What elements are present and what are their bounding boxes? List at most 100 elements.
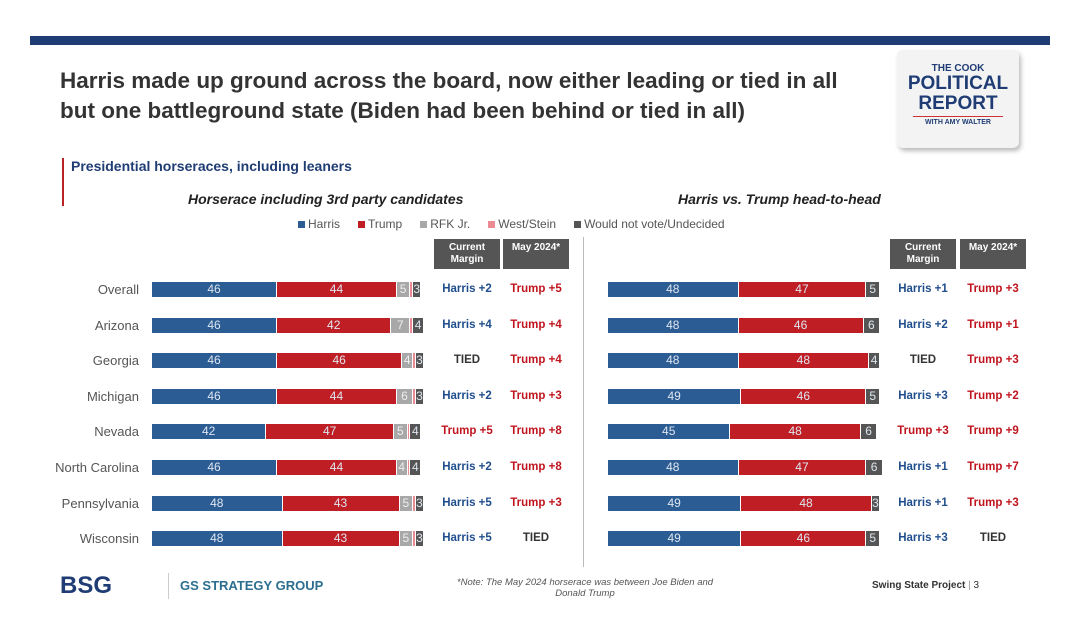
top-bar: [30, 36, 1050, 45]
may-2024-margin: Trump +8: [510, 461, 562, 473]
bar-segment-trump: 46: [741, 531, 867, 546]
may-2024-margin: Trump +9: [967, 425, 1019, 437]
bar-segment-west-stein: [413, 496, 416, 511]
bar-segment-harris: 45: [608, 424, 731, 439]
bar-segment-west-stein: [413, 353, 416, 368]
logo-divider: [913, 116, 1003, 117]
bar-segment-rfk-jr-: 5: [394, 424, 408, 439]
row-label: Wisconsin: [79, 531, 139, 546]
bar-segment-west-stein: [410, 282, 414, 297]
bar-segment-would-not-vote-undecided: 4: [869, 353, 880, 368]
bar-segment-west-stein: [407, 424, 411, 439]
bar-segment-harris: 46: [152, 282, 278, 297]
current-margin: Harris +5: [442, 532, 492, 544]
may-2024-margin: Trump +1: [967, 319, 1019, 331]
bar-segment-harris: 42: [152, 424, 267, 439]
bar-segment-harris: 48: [152, 531, 283, 546]
may-2024-margin: Trump +3: [967, 283, 1019, 295]
bar-segment-would-not-vote-undecided: 6: [860, 424, 878, 439]
divider: [583, 237, 584, 567]
may-2024-margin: Trump +7: [967, 461, 1019, 473]
bar-segment-trump: 46: [277, 353, 403, 368]
bar-segment-west-stein: [410, 318, 414, 333]
current-margin: Harris +4: [442, 319, 492, 331]
bar-segment-trump: 47: [266, 424, 395, 439]
legend-item: Harris: [298, 217, 340, 231]
header-current-margin: Current Margin: [434, 239, 500, 269]
cook-political-report-logo: THE COOK POLITICAL REPORT WITH AMY WALTE…: [897, 50, 1019, 148]
current-margin: Harris +2: [898, 319, 948, 331]
current-margin: Trump +3: [897, 425, 949, 437]
current-margin: Harris +2: [442, 390, 492, 402]
legend-label: Would not vote/Undecided: [584, 217, 725, 231]
may-2024-margin: TIED: [979, 532, 1007, 544]
chart-title-right: Harris vs. Trump head-to-head: [678, 191, 881, 207]
bar-segment-harris: 48: [608, 460, 739, 475]
bar-segment-harris: 49: [608, 389, 742, 404]
legend-label: Trump: [368, 217, 403, 231]
bar-segment-rfk-jr-: 5: [399, 531, 414, 546]
bar-segment-rfk-jr-: 4: [402, 353, 414, 368]
current-margin: Trump +5: [441, 425, 493, 437]
bar-segment-harris: 46: [152, 460, 278, 475]
current-margin: Harris +5: [442, 497, 492, 509]
bar-segment-trump: 48: [741, 496, 872, 511]
footnote: *Note: The May 2024 horserace was betwee…: [456, 577, 714, 599]
bar-segment-trump: 47: [738, 282, 867, 297]
may-2024-margin: Trump +3: [967, 497, 1019, 509]
row-label: Georgia: [92, 353, 139, 368]
legend: Harris Trump RFK Jr. West/Stein Would not vo…: [298, 217, 725, 231]
bar-segment-trump: 46: [738, 318, 864, 333]
legend-swatch: [358, 221, 365, 228]
bar-segment-trump: 47: [738, 460, 867, 475]
legend-item: West/Stein: [488, 217, 556, 231]
bar-segment-harris: 46: [152, 389, 278, 404]
chart-title-left: Horserace including 3rd party candidates: [188, 191, 464, 207]
bar-segment-harris: 48: [608, 353, 739, 368]
may-2024-margin: Trump +3: [510, 497, 562, 509]
may-2024-margin: Trump +3: [967, 354, 1019, 366]
may-2024-margin: TIED: [522, 532, 550, 544]
bar-segment-harris: 48: [608, 318, 739, 333]
bar-segment-rfk-jr-: 6: [396, 389, 414, 404]
logo-text: WITH AMY WALTER: [925, 119, 991, 126]
bar-segment-trump: 46: [741, 389, 867, 404]
row-label: Overall: [97, 282, 139, 297]
bar-segment-trump: 48: [730, 424, 861, 439]
logo-text: REPORT: [918, 93, 998, 114]
legend-item: Trump: [358, 217, 402, 231]
may-2024-margin: Trump +4: [510, 354, 562, 366]
bar-segment-would-not-vote-undecided: 3: [871, 496, 880, 511]
legend-item: RFK Jr.: [420, 217, 470, 231]
header-current-margin: Current Margin: [890, 239, 956, 269]
bar-segment-west-stein: [407, 460, 411, 475]
bar-segment-would-not-vote-undecided: 3: [415, 389, 424, 404]
bar-segment-trump: 44: [277, 389, 397, 404]
legend-item: Would not vote/Undecided: [574, 217, 725, 231]
footer-project: Swing State Project | 3: [872, 580, 980, 591]
bar-segment-would-not-vote-undecided: 5: [866, 531, 880, 546]
bar-segment-would-not-vote-undecided: 6: [863, 318, 880, 333]
bar-segment-would-not-vote-undecided: 3: [415, 353, 424, 368]
bar-segment-harris: 49: [608, 496, 742, 511]
current-margin: Harris +1: [898, 497, 948, 509]
bsg-logo: BSG: [60, 572, 113, 599]
header-may-2024: May 2024*: [960, 239, 1026, 269]
current-margin: Harris +3: [898, 532, 948, 544]
row-label: Pennsylvania: [61, 496, 139, 511]
bar-segment-would-not-vote-undecided: 5: [866, 389, 880, 404]
current-margin: Harris +3: [898, 390, 948, 402]
bar-segment-trump: 43: [282, 531, 400, 546]
bar-segment-would-not-vote-undecided: 5: [866, 282, 880, 297]
current-margin: Harris +1: [898, 461, 948, 473]
may-2024-margin: Trump +2: [967, 390, 1019, 402]
current-margin: TIED: [909, 354, 937, 366]
may-2024-margin: Trump +4: [510, 319, 562, 331]
bar-segment-would-not-vote-undecided: 4: [413, 318, 424, 333]
logo-text: THE COOK: [931, 63, 985, 74]
bar-segment-would-not-vote-undecided: 3: [415, 496, 424, 511]
legend-swatch: [574, 221, 582, 228]
bar-segment-rfk-jr-: 4: [396, 460, 408, 475]
bar-segment-west-stein: [413, 531, 416, 546]
bar-segment-would-not-vote-undecided: 3: [413, 282, 422, 297]
